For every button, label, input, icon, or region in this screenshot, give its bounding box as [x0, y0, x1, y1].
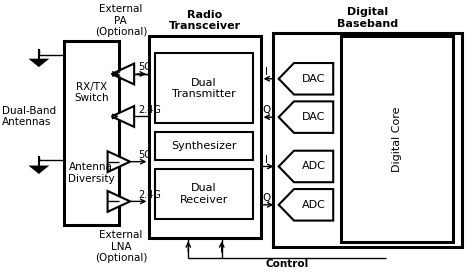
Text: Dual
Transmitter: Dual Transmitter	[172, 78, 236, 99]
Text: Q: Q	[262, 105, 271, 115]
Bar	[155, 169, 253, 219]
Bar	[155, 53, 253, 123]
Polygon shape	[28, 59, 49, 67]
Text: Antenna
Diversity: Antenna Diversity	[68, 162, 115, 184]
Bar	[155, 132, 253, 160]
Polygon shape	[111, 64, 134, 84]
Text: ADC: ADC	[301, 161, 326, 172]
Text: 2.4G: 2.4G	[138, 190, 161, 199]
Text: DAC: DAC	[302, 74, 325, 84]
Text: 5G: 5G	[138, 62, 152, 72]
Polygon shape	[28, 165, 49, 174]
Bar	[64, 41, 118, 225]
Text: RX/TX
Switch: RX/TX Switch	[74, 82, 109, 103]
Text: DAC: DAC	[302, 112, 325, 122]
Text: External
LNA
(Optional): External LNA (Optional)	[95, 230, 147, 263]
Polygon shape	[108, 191, 130, 212]
Bar	[273, 33, 462, 247]
Polygon shape	[279, 101, 333, 133]
Polygon shape	[279, 151, 333, 182]
Text: I: I	[265, 155, 268, 165]
Text: Control: Control	[266, 259, 309, 269]
Text: 2.4G: 2.4G	[138, 105, 161, 115]
Polygon shape	[279, 189, 333, 221]
Text: Digital
Baseband: Digital Baseband	[337, 7, 398, 28]
Text: 5G: 5G	[138, 150, 152, 160]
Text: ADC: ADC	[301, 200, 326, 210]
Text: Dual-Band
Antennas: Dual-Band Antennas	[2, 106, 56, 127]
Bar	[341, 36, 453, 242]
Bar	[149, 36, 261, 238]
Polygon shape	[279, 63, 333, 95]
Text: Q: Q	[262, 193, 271, 203]
Polygon shape	[108, 151, 130, 172]
Text: External
PA
(Optional): External PA (Optional)	[95, 4, 147, 37]
Text: Dual
Receiver: Dual Receiver	[180, 183, 228, 205]
Text: Synthesizer: Synthesizer	[171, 141, 237, 151]
Polygon shape	[111, 106, 134, 127]
Text: Radio
Transceiver: Radio Transceiver	[169, 10, 241, 31]
Text: Digital Core: Digital Core	[392, 106, 402, 172]
Text: I: I	[265, 67, 268, 77]
